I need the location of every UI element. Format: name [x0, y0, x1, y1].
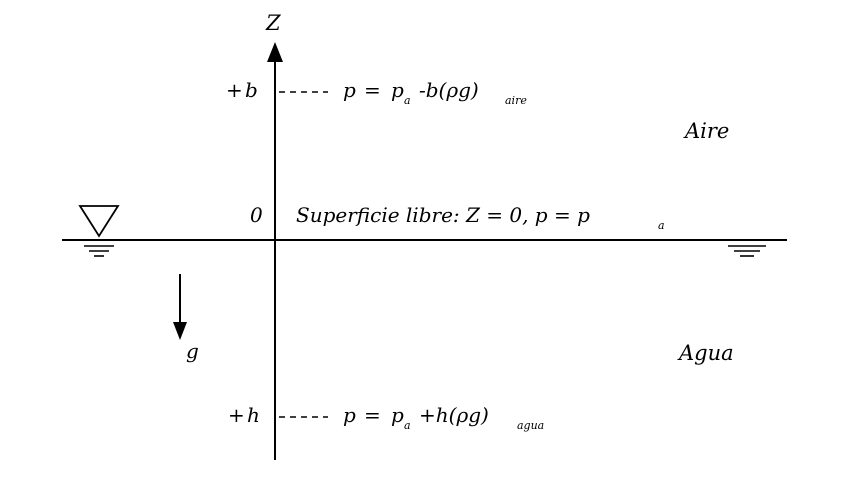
level-b-sign: +	[226, 78, 243, 102]
z-axis-arrowhead	[267, 42, 283, 62]
level-b-eq-sub: aire	[505, 94, 527, 107]
level-h-sign: +	[228, 403, 245, 427]
level-b-eq-term: -b(ρg)	[419, 78, 479, 102]
level-h-eq-pa: p	[391, 403, 404, 427]
level-b-eq-equals: =	[364, 78, 381, 102]
z-axis-label: Z	[265, 11, 281, 35]
free-surface-symbol-right	[728, 245, 766, 257]
level-h-eq-term: +h(ρg)	[419, 403, 489, 427]
level-b-eq-pa: p	[391, 78, 404, 102]
gravity-label: g	[186, 339, 199, 363]
level-b-eq-pa-sub: a	[404, 94, 411, 107]
region-water-label: Agua	[677, 341, 734, 365]
free-surface-symbol-left	[78, 205, 120, 257]
gravity-arrowhead	[173, 322, 187, 340]
level-h-eq-sub: agua	[517, 419, 544, 432]
level-b-var: b	[245, 78, 258, 102]
free-surface-text-sub: a	[658, 219, 665, 232]
level-h-var: h	[247, 403, 260, 427]
region-air-label: Aire	[683, 119, 729, 143]
level-h-eq-p: p	[343, 403, 356, 427]
free-surface-text: Superficie libre: Z = 0, p = p	[296, 203, 590, 227]
level-h-eq-pa-sub: a	[404, 419, 411, 432]
level-b-eq-p: p	[343, 78, 356, 102]
level-zero-label: 0	[250, 203, 263, 227]
level-h-eq-equals: =	[364, 403, 381, 427]
